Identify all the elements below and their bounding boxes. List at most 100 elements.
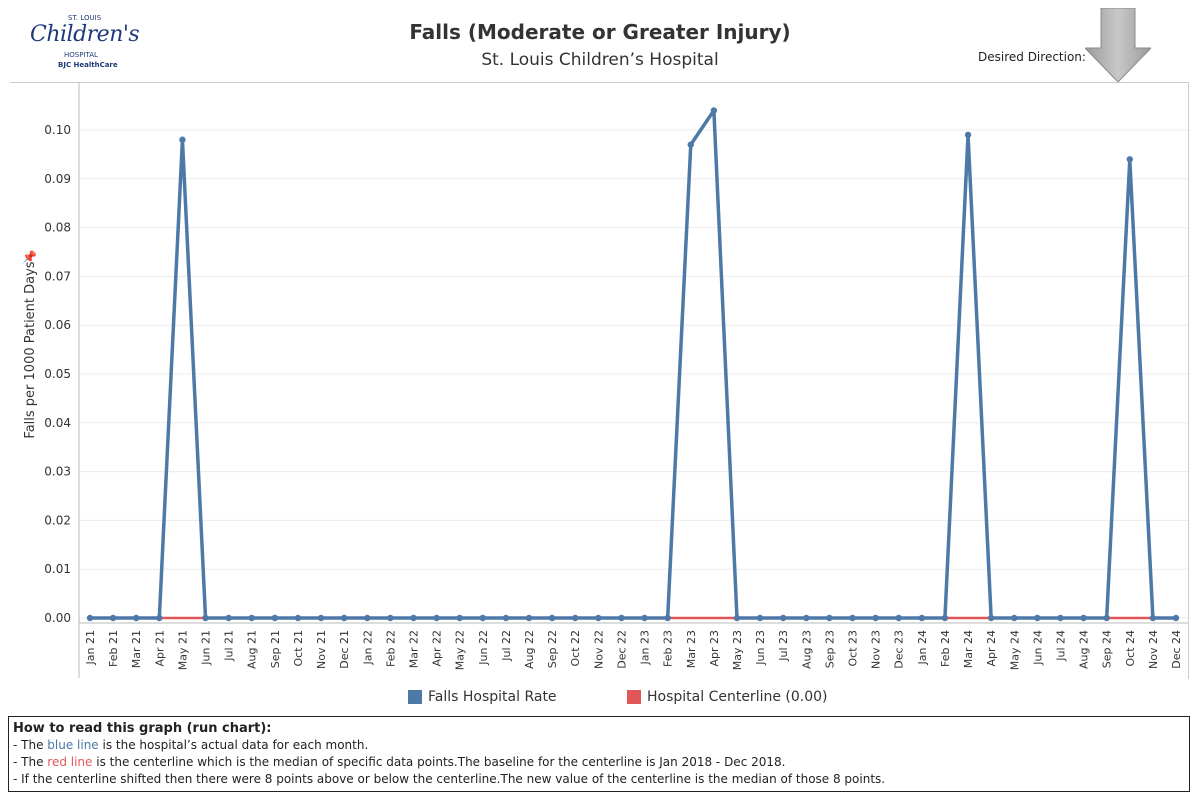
data-point (664, 614, 671, 622)
x-tick-label: Jun 21 (200, 630, 213, 666)
how-to-heading: How to read this graph (run chart): (13, 721, 272, 736)
data-point (895, 614, 902, 622)
x-tick-label: Apr 23 (708, 630, 721, 667)
x-tick-label: Oct 23 (847, 630, 860, 667)
run-chart: 0.00 0.01 0.02 0.03 0.04 0.05 0.06 0.07 0.08 0.09… (23, 82, 1188, 678)
data-point (156, 614, 163, 622)
data-point (572, 614, 579, 622)
y-tick-label: 0.03 (44, 465, 71, 479)
x-tick-label: Mar 21 (130, 630, 143, 668)
blue-line-key: blue line (47, 738, 99, 752)
x-tick-label: Dec 22 (615, 630, 628, 669)
data-point (1011, 614, 1018, 622)
data-point (826, 614, 833, 622)
legend-swatch-rate (408, 690, 422, 704)
logo-bjc-text: BJC HealthCare (58, 61, 118, 69)
data-point (618, 614, 625, 622)
x-tick-label: Feb 24 (939, 630, 952, 667)
data-point (364, 614, 371, 622)
y-tick-label: 0.06 (44, 318, 71, 332)
x-tick-label: Jul 22 (500, 630, 513, 662)
data-point (271, 614, 279, 622)
y-tick-label: 0.02 (44, 513, 71, 527)
x-tick-label: Aug 24 (1078, 630, 1091, 669)
data-point (941, 614, 949, 622)
x-tick-label: Sep 24 (1101, 630, 1114, 668)
desired-direction-label: Desired Direction: (978, 50, 1086, 64)
data-point (1034, 614, 1041, 622)
data-point (548, 614, 556, 622)
chart-subtitle: St. Louis Children’s Hospital (481, 50, 719, 70)
x-tick-label: Jul 24 (1054, 630, 1067, 662)
x-tick-label: Sep 21 (269, 630, 282, 668)
data-point (964, 131, 972, 139)
data-point (525, 614, 533, 622)
y-tick-label: 0.09 (44, 172, 71, 186)
x-tick-label: Nov 22 (592, 630, 605, 669)
data-point (733, 614, 741, 622)
chart-frame (10, 82, 1189, 679)
data-point (225, 614, 232, 622)
data-point (756, 614, 764, 622)
x-tick-label: May 24 (1008, 630, 1021, 670)
how-to-read-box: How to read this graph (run chart): - Th… (8, 716, 1190, 792)
logo-sub-text: HOSPITAL (64, 51, 98, 59)
data-point (317, 614, 325, 622)
x-tick-label: Jan 23 (639, 630, 652, 665)
x-tick-label: May 23 (731, 630, 744, 670)
data-point (687, 141, 694, 148)
data-point (479, 614, 487, 622)
x-tick-label: Apr 22 (431, 630, 444, 667)
data-point (456, 614, 463, 622)
y-tick-label: 0.07 (44, 269, 71, 283)
y-tick-label: 0.01 (44, 562, 71, 576)
x-tick-label: Feb 22 (384, 630, 397, 667)
data-point (1057, 614, 1064, 622)
y-tick-label: 0.10 (44, 123, 71, 137)
data-point (803, 614, 810, 622)
chart-title: Falls (Moderate or Greater Injury) (409, 20, 791, 44)
y-tick-label: 0.05 (44, 367, 71, 381)
x-tick-label: Mar 24 (962, 630, 975, 668)
data-point (433, 614, 440, 622)
data-point (849, 614, 856, 622)
data-point (779, 614, 787, 622)
down-arrow-icon (1085, 8, 1151, 82)
legend-item-centerline[interactable]: Hospital Centerline (0.00) (627, 689, 828, 705)
y-tick-label: 0.00 (44, 611, 71, 625)
red-line-key: red line (47, 755, 93, 769)
pin-icon[interactable]: 📌 (22, 250, 37, 264)
data-point (387, 614, 394, 622)
x-tick-label: Dec 24 (1170, 630, 1183, 669)
x-tick-label: Apr 24 (985, 630, 998, 667)
x-tick-label: Sep 22 (546, 630, 559, 668)
x-tick-label: Oct 22 (569, 630, 582, 667)
legend-label-rate: Falls Hospital Rate (428, 689, 557, 705)
data-point (1172, 614, 1180, 622)
x-tick-label: Nov 23 (870, 630, 883, 669)
data-point (179, 136, 186, 143)
how-to-line-1: - The blue line is the hospital’s actual… (13, 738, 369, 752)
x-tick-label: Jun 24 (1031, 630, 1044, 666)
x-tick-label: Aug 23 (800, 630, 813, 669)
x-tick-label: Aug 21 (246, 630, 259, 669)
hospital-logo: ST. LOUIS Children's HOSPITAL BJC Health… (30, 14, 146, 74)
data-point (1103, 614, 1110, 622)
legend-item-rate[interactable]: Falls Hospital Rate (408, 689, 557, 705)
data-point (710, 107, 718, 114)
data-point (918, 614, 926, 622)
x-tick-label: May 22 (454, 630, 467, 670)
data-point (1126, 156, 1133, 163)
series-line-rate (90, 108, 1176, 620)
y-tick-label: 0.08 (44, 221, 71, 235)
logo-top-text: ST. LOUIS (68, 14, 102, 22)
how-to-line-2: - The red line is the centerline which i… (13, 755, 786, 769)
data-point (340, 614, 348, 622)
data-point (1080, 614, 1087, 622)
x-tick-label: Jan 22 (361, 630, 374, 665)
legend-swatch-centerline (627, 690, 641, 704)
x-tick-label: Nov 24 (1147, 630, 1160, 669)
x-tick-label: Apr 21 (153, 630, 166, 667)
data-point (86, 614, 94, 622)
x-tick-label: Jul 21 (223, 630, 236, 662)
